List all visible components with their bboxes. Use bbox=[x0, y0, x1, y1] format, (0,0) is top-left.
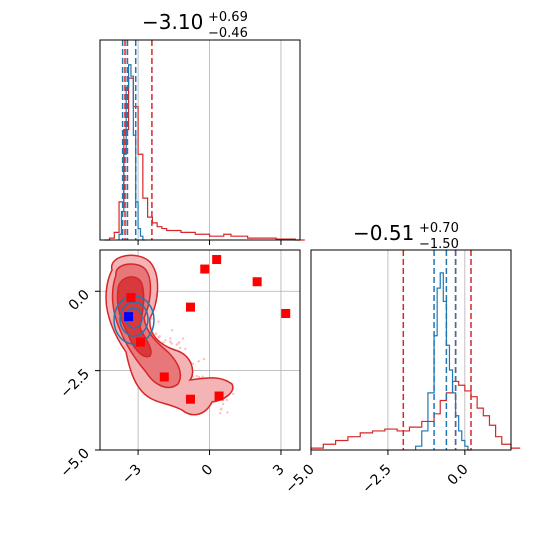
scatter-point bbox=[225, 398, 229, 402]
scatter-point bbox=[218, 412, 222, 415]
joint-red-contours bbox=[105, 254, 234, 416]
x-tick-label: 0 bbox=[199, 462, 217, 480]
y-tick-label: −5.0 bbox=[57, 446, 92, 481]
red-marker bbox=[135, 337, 145, 347]
scatter-point bbox=[202, 357, 206, 361]
scatter-point bbox=[195, 374, 198, 378]
joint-frame bbox=[99, 249, 301, 451]
red-contour-inner bbox=[116, 276, 152, 358]
red-marker bbox=[200, 264, 210, 274]
scatter-point bbox=[221, 402, 225, 406]
scatter-point bbox=[181, 337, 185, 340]
marginal-x-title-value: −3.10 bbox=[142, 10, 203, 34]
marginal-y-title-value: −0.51 bbox=[353, 221, 414, 245]
x-tick-label: −2.5 bbox=[359, 462, 394, 497]
scatter-point bbox=[161, 341, 165, 344]
red-marker bbox=[214, 391, 224, 401]
marginal-y-ticks: −5.0 −2.5 0.0 bbox=[282, 450, 472, 497]
red-marker bbox=[159, 372, 169, 382]
blue-hist-line bbox=[415, 272, 471, 451]
red-marker bbox=[185, 394, 195, 404]
marginal-x-panel: −3.10 +0.69 −0.46 bbox=[99, 10, 305, 245]
scatter-point bbox=[176, 342, 180, 345]
scatter-point bbox=[169, 337, 172, 340]
red-marker bbox=[281, 308, 291, 318]
x-tick-label: 0.0 bbox=[445, 462, 472, 489]
marginal-x-red-hist bbox=[104, 77, 305, 241]
scatter-point bbox=[191, 362, 195, 366]
scatter-point bbox=[150, 317, 153, 320]
scatter-point bbox=[154, 332, 157, 336]
joint-panel: −3 0 3 0.0 −2.5 −5.0 bbox=[57, 249, 301, 488]
marginal-x-frame bbox=[99, 39, 301, 241]
marginal-y-panel: −5.0 −2.5 0.0 −0.51 +0.70 −1.50 bbox=[282, 221, 521, 497]
red-marker bbox=[252, 277, 262, 287]
x-tick-label: 3 bbox=[270, 462, 288, 480]
scatter-point bbox=[201, 375, 204, 378]
marginal-y-quantile-lines bbox=[402, 250, 472, 450]
scatter-point bbox=[178, 346, 182, 350]
red-marker bbox=[185, 302, 195, 312]
marginal-y-grid bbox=[310, 250, 466, 450]
scatter-point bbox=[197, 375, 201, 379]
scatter-point bbox=[164, 339, 167, 342]
x-tick-label: −3 bbox=[119, 462, 145, 488]
scatter-point bbox=[170, 328, 174, 332]
scatter-point bbox=[158, 335, 161, 338]
y-tick-label: 0.0 bbox=[66, 287, 93, 314]
marginal-x-title-sup: +0.69 bbox=[208, 10, 248, 25]
x-tick-label: −5.0 bbox=[282, 462, 317, 497]
scatter-point bbox=[157, 320, 160, 323]
scatter-point bbox=[226, 411, 229, 414]
marginal-x-ticks bbox=[137, 240, 282, 245]
scatter-point bbox=[184, 347, 187, 351]
marginal-y-title-sub: −1.50 bbox=[419, 237, 459, 252]
scatter-point bbox=[197, 360, 200, 363]
joint-markers bbox=[124, 255, 291, 404]
marginal-x-grid bbox=[137, 40, 282, 240]
marginal-y-title-sup: +0.70 bbox=[419, 221, 459, 236]
marginal-x-title: −3.10 bbox=[142, 10, 203, 34]
red-marker bbox=[126, 293, 136, 303]
marginal-x-quantile-lines bbox=[121, 40, 153, 240]
marginal-y-blue-hist bbox=[415, 272, 471, 451]
marginal-y-title: −0.51 bbox=[353, 221, 414, 245]
red-hist-line bbox=[310, 380, 521, 450]
red-marker bbox=[212, 255, 222, 265]
marginal-y-red-hist bbox=[310, 380, 521, 450]
scatter-point bbox=[169, 340, 172, 343]
scatter-point bbox=[232, 392, 235, 396]
blue-marker bbox=[124, 312, 134, 322]
y-tick-label: −2.5 bbox=[57, 366, 92, 401]
marginal-x-title-sub: −0.46 bbox=[208, 26, 248, 41]
scatter-point bbox=[220, 407, 223, 411]
red-hist-line bbox=[104, 77, 305, 241]
scatter-point bbox=[170, 342, 173, 345]
marginal-y-frame bbox=[310, 249, 512, 451]
